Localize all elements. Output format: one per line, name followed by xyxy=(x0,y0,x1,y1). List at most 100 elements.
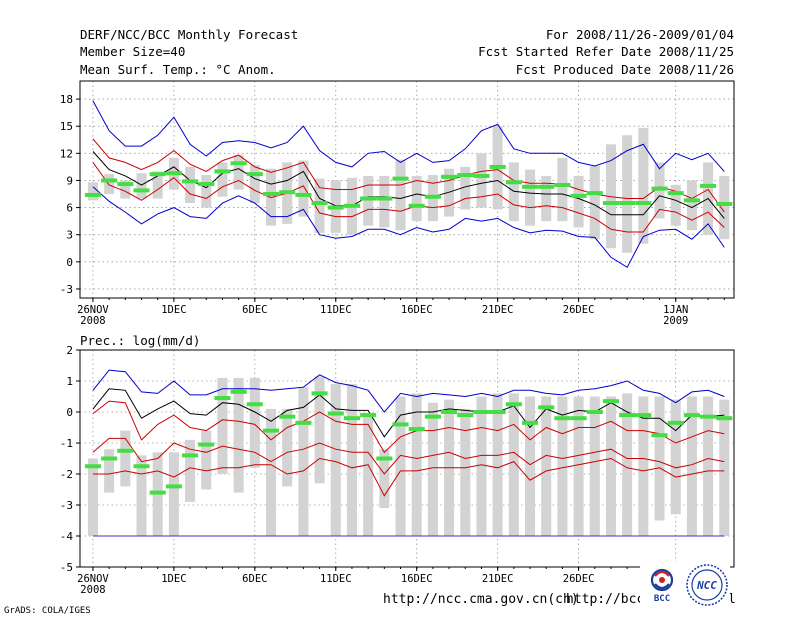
temp-box xyxy=(411,175,422,222)
prec-xtick-label: 11DEC xyxy=(320,573,352,585)
temp-mark xyxy=(408,203,425,208)
prec-mark xyxy=(376,456,393,461)
prec-box xyxy=(298,387,309,536)
prec-mark xyxy=(262,428,280,433)
precipitation-y-axis: 2 1 0 -1 -2 -3 -4 -5 xyxy=(60,344,80,574)
temp-xtick-label: 1JAN xyxy=(663,304,688,316)
prec-mark xyxy=(651,433,668,438)
temp-xtick-label: 26DEC xyxy=(563,304,595,316)
prec-mark xyxy=(505,402,522,407)
prec-mark xyxy=(149,490,166,495)
prec-box xyxy=(363,415,374,536)
temp-mark xyxy=(311,201,328,206)
prec-mark xyxy=(602,399,619,404)
prec-ytick-label: -2 xyxy=(60,468,73,481)
prec-box xyxy=(217,377,228,474)
temp-box xyxy=(201,175,212,208)
prec-mark xyxy=(343,416,360,421)
prec-mark xyxy=(117,448,134,453)
temp-box xyxy=(379,175,390,228)
temp-mark xyxy=(651,186,668,191)
prec-mark xyxy=(441,410,458,414)
prec-box xyxy=(346,384,357,536)
prec-mark xyxy=(84,464,101,469)
temp-box xyxy=(557,157,568,222)
prec-box xyxy=(201,430,212,490)
temp-box xyxy=(136,173,147,199)
prec-box xyxy=(638,396,649,536)
temp-mark xyxy=(182,179,199,184)
temp-box xyxy=(670,184,681,226)
precip-title: Prec.: log(mm/d) xyxy=(80,333,200,348)
temp-box xyxy=(314,178,325,233)
prec-mark xyxy=(586,410,603,414)
prec-mark xyxy=(408,427,425,432)
prec-xtick-label: 16DEC xyxy=(401,573,433,585)
temp-box xyxy=(87,182,98,201)
temp-mark xyxy=(198,182,215,187)
temp-mark xyxy=(635,201,652,206)
temp-box xyxy=(460,166,471,210)
prec-mark xyxy=(683,413,700,418)
prec-mark xyxy=(635,413,652,418)
prec-xtick-label: 26NOV xyxy=(77,573,109,585)
temp-box xyxy=(395,159,406,231)
temp-series-mean xyxy=(92,151,725,219)
temp-mark xyxy=(602,201,619,206)
prec-xtick-label: 6DEC xyxy=(242,573,267,585)
prec-mark xyxy=(279,414,296,419)
temp-mark xyxy=(101,178,118,183)
prec-series-upper xyxy=(92,369,725,413)
prec-mark xyxy=(667,420,684,425)
url-bcc-tail: l xyxy=(728,592,736,607)
prec-box xyxy=(185,439,196,502)
url-bcc[interactable]: http://bcc. xyxy=(566,592,652,607)
prec-mark xyxy=(522,420,539,425)
prec-box xyxy=(686,396,697,536)
temp-series-upper_mid xyxy=(92,138,725,213)
url-ncc[interactable]: http://ncc.cma.gov.cn(ch) xyxy=(383,592,579,607)
temp-box xyxy=(719,175,730,240)
prec-mark xyxy=(619,413,636,418)
prec-box xyxy=(168,452,179,536)
temp-box xyxy=(525,169,536,226)
grads-credit: GrADS: COLA/IGES xyxy=(4,606,91,616)
prec-mark xyxy=(182,453,199,458)
prec-ytick-label: 2 xyxy=(66,344,73,357)
prec-mark xyxy=(392,422,409,427)
temp-mark xyxy=(214,169,231,174)
prec-box xyxy=(395,396,406,536)
precipitation-marks xyxy=(84,389,733,495)
temp-xtick-label: 21DEC xyxy=(482,304,514,316)
temperature-frame xyxy=(79,80,735,299)
ncc-logo: NCC xyxy=(684,562,730,608)
bcc-logo: BCC xyxy=(640,562,684,606)
temp-mark xyxy=(667,191,684,196)
prec-ytick-label: -5 xyxy=(60,561,73,574)
prec-box xyxy=(411,393,422,536)
temp-ytick-label: 12 xyxy=(60,147,73,160)
temp-xtick-label: 1DEC xyxy=(161,304,186,316)
temp-xtick-label: 26NOV xyxy=(77,304,109,316)
prec-box xyxy=(589,396,600,536)
prec-mark xyxy=(424,414,441,419)
prec-box xyxy=(266,408,277,536)
prec-box xyxy=(87,458,98,536)
prec-mark xyxy=(214,396,231,401)
prec-box xyxy=(670,399,681,515)
prec-series-mean xyxy=(92,400,725,454)
temp-box xyxy=(249,165,260,204)
temp-mark xyxy=(246,172,263,177)
temp-mark xyxy=(360,196,377,201)
prec-mark xyxy=(295,420,312,425)
prec-mark xyxy=(198,442,215,447)
prec-box xyxy=(120,430,131,487)
temp-mark xyxy=(505,180,522,185)
prec-mark xyxy=(700,414,717,419)
prec-mark xyxy=(538,405,555,410)
temp-box xyxy=(363,175,374,226)
temp-ytick-label: 18 xyxy=(60,93,73,106)
